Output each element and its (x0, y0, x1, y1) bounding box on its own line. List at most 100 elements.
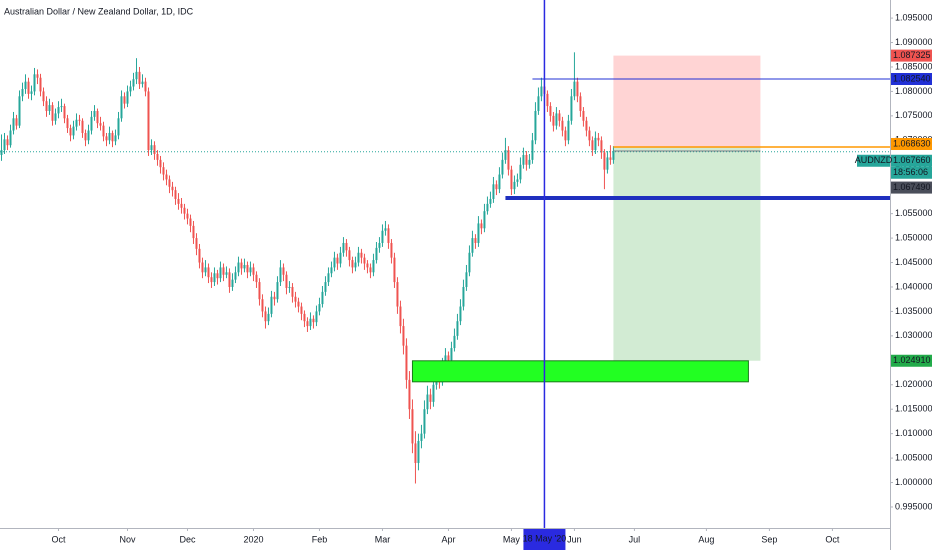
y-tick-label: 1.035000 (895, 306, 932, 316)
candle-body (15, 118, 18, 126)
candle-body (24, 81, 27, 89)
candle-body (369, 267, 372, 273)
candle-body (135, 71, 138, 80)
candle-body (462, 286, 465, 307)
y-tick-label: 1.040000 (895, 281, 932, 291)
candle-body (582, 110, 585, 121)
x-tick-label: Feb (312, 534, 328, 544)
last-price-label-bg (891, 154, 932, 167)
candle-body (222, 267, 225, 275)
candle-body (426, 394, 429, 410)
candle-body (99, 123, 102, 126)
candle-body (237, 262, 240, 273)
candle-body (354, 262, 357, 268)
candle-body (612, 151, 615, 160)
y-tick-label: 1.080000 (895, 86, 932, 96)
candle-body (564, 130, 567, 141)
y-tick-label: 1.015000 (895, 404, 932, 414)
candle-body (87, 130, 90, 141)
candle-body (606, 157, 609, 170)
candle-body (486, 203, 489, 212)
candle-body (27, 81, 30, 94)
y-tick-label: 0.995000 (895, 501, 932, 511)
y-tick-label: 1.000000 (895, 477, 932, 487)
candle-body (594, 137, 597, 151)
candle-body (306, 321, 309, 327)
x-tick-label: Jun (567, 534, 582, 544)
candle-body (480, 223, 483, 229)
candle-body (591, 140, 594, 151)
y-tick-label: 1.050000 (895, 232, 932, 242)
candle-body (297, 301, 300, 307)
level-label-bg (891, 73, 932, 86)
candle-body (3, 139, 6, 151)
level-label: 1.082540 (893, 73, 931, 83)
candle-body (261, 299, 264, 312)
y-tick-label: 1.020000 (895, 379, 932, 389)
candle-body (492, 184, 495, 199)
candle-body (162, 167, 165, 175)
candle-body (372, 260, 375, 273)
candle-body (513, 181, 516, 190)
candle-body (156, 154, 159, 160)
candle-body (450, 348, 453, 361)
candle-body (504, 150, 507, 160)
candle-body (474, 238, 477, 243)
candle-body (288, 286, 291, 288)
y-tick-label: 1.005000 (895, 452, 932, 462)
candle-body (84, 132, 87, 141)
y-tick-label: 1.075000 (895, 110, 932, 120)
candle-body (264, 311, 267, 322)
candle-body (423, 409, 426, 434)
candle-body (210, 277, 213, 283)
candle-body (180, 203, 183, 208)
x-tick-label: 2020 (243, 534, 263, 544)
candle-body (168, 179, 171, 187)
candle-body (129, 86, 132, 92)
candle-body (459, 306, 462, 322)
target-zone (613, 147, 761, 361)
candle-body (174, 190, 177, 199)
y-tick-label: 1.095000 (895, 12, 932, 22)
candle-body (69, 128, 72, 136)
candle-body (555, 113, 558, 126)
candle-body (309, 318, 312, 327)
candle-body (348, 250, 351, 261)
candle-body (378, 242, 381, 248)
symbol-tag: AUDNZD (855, 155, 893, 165)
candle-body (384, 228, 387, 231)
y-tick-label: 1.010000 (895, 428, 932, 438)
candle-body (282, 267, 285, 275)
candle-body (42, 91, 45, 102)
candle-body (120, 96, 123, 119)
candle-body (177, 198, 180, 204)
candle-body (12, 118, 15, 131)
candle-body (66, 118, 69, 129)
candle-body (117, 118, 120, 136)
candle-body (54, 113, 57, 121)
candle-body (330, 267, 333, 274)
candle-body (402, 326, 405, 346)
candle-body (72, 126, 75, 136)
candle-body (114, 135, 117, 142)
time-axis-bg (0, 528, 890, 550)
candle-body (30, 91, 33, 94)
candle-body (123, 96, 126, 104)
candle-body (357, 252, 360, 263)
candle-body (96, 110, 99, 124)
candle-body (507, 150, 510, 170)
candle-body (336, 257, 339, 264)
candle-body (183, 207, 186, 214)
candle-body (159, 159, 162, 168)
stop-label-bg (891, 49, 932, 62)
candle-body (270, 296, 273, 314)
stop-label: 1.087325 (893, 50, 931, 60)
candle-body (228, 272, 231, 287)
candle-body (147, 91, 150, 151)
candle-body (471, 238, 474, 253)
candle-body (540, 86, 543, 97)
candle-body (498, 174, 501, 190)
candle-body (489, 198, 492, 204)
candle-body (573, 81, 576, 97)
